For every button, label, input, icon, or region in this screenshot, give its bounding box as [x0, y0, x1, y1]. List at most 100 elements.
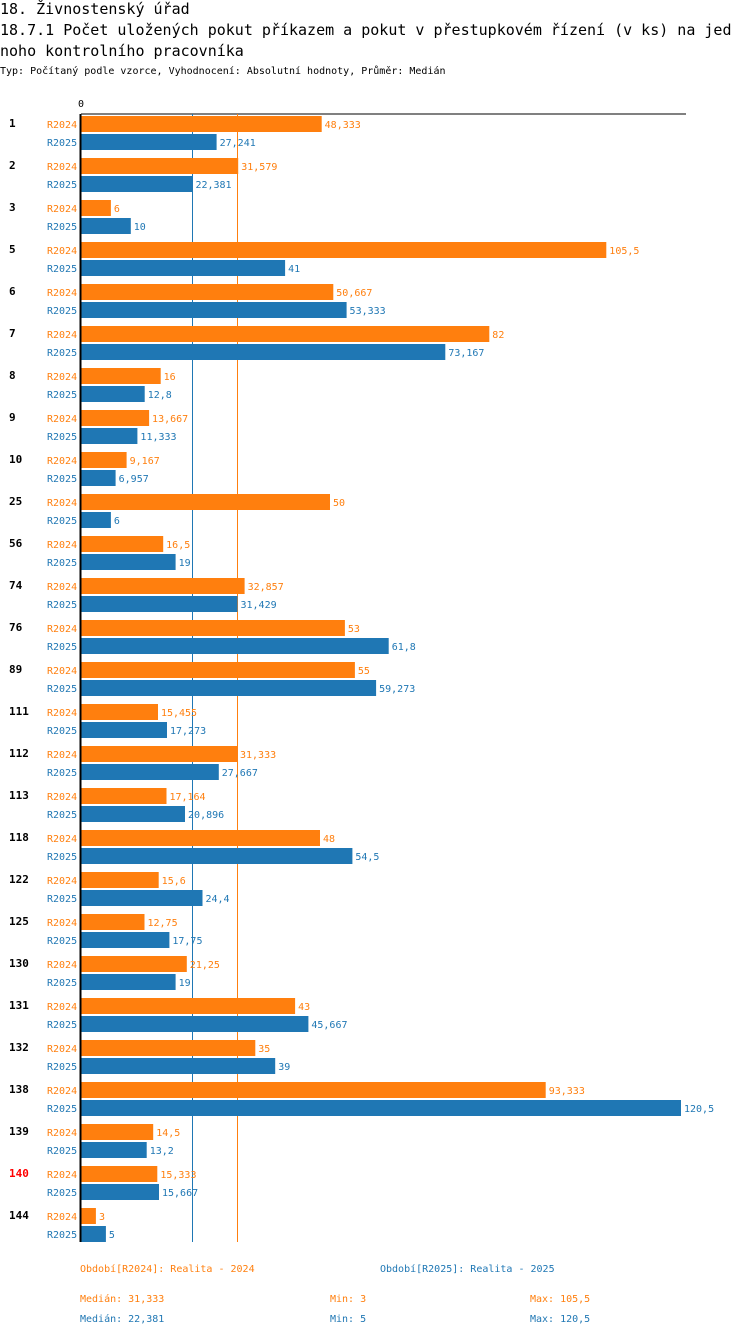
value-label-r2024: 35 — [258, 1044, 270, 1055]
series-label-r2024: R2024 — [47, 666, 77, 677]
bar-r2024-9 — [81, 410, 150, 426]
bar-r2025-138 — [81, 1100, 681, 1116]
series-label-r2024: R2024 — [47, 792, 77, 803]
bar-r2024-76 — [81, 620, 345, 636]
value-label-r2024: 16 — [164, 372, 176, 383]
value-label-r2024: 32,857 — [248, 582, 284, 593]
series-label-r2024: R2024 — [47, 288, 77, 299]
bar-r2024-10 — [81, 452, 127, 468]
series-label-r2024: R2024 — [47, 960, 77, 971]
value-label-r2025: 5 — [109, 1230, 115, 1241]
bar-r2025-89 — [81, 680, 377, 696]
category-label: 132 — [9, 1041, 29, 1054]
series-label-r2025: R2025 — [47, 390, 77, 401]
bar-r2024-131 — [81, 998, 296, 1014]
value-label-r2025: 27,667 — [222, 768, 258, 779]
category-label: 3 — [9, 201, 16, 214]
series-label-r2024: R2024 — [47, 330, 77, 341]
bar-r2025-3 — [81, 218, 131, 234]
bar-r2025-112 — [81, 764, 219, 780]
value-label-r2024: 53 — [348, 624, 360, 635]
bar-r2025-122 — [81, 890, 203, 906]
series-label-r2025: R2025 — [47, 768, 77, 779]
bar-r2024-7 — [81, 326, 490, 342]
series-label-r2024: R2024 — [47, 876, 77, 887]
series-label-r2025: R2025 — [47, 306, 77, 317]
bar-r2024-138 — [81, 1082, 546, 1098]
value-label-r2025: 24,4 — [205, 894, 229, 905]
value-label-r2024: 55 — [358, 666, 370, 677]
bar-r2024-132 — [81, 1040, 256, 1056]
value-label-r2024: 105,5 — [609, 246, 639, 257]
bar-r2025-125 — [81, 932, 170, 948]
value-label-r2025: 59,273 — [379, 684, 415, 695]
category-label: 144 — [9, 1209, 29, 1222]
bar-r2024-140 — [81, 1166, 158, 1182]
series-label-r2024: R2024 — [47, 498, 77, 509]
series-label-r2025: R2025 — [47, 1188, 77, 1199]
value-label-r2025: 31,429 — [240, 600, 276, 611]
category-label: 113 — [9, 789, 29, 802]
series-label-r2025: R2025 — [47, 516, 77, 527]
stat-max-r2025: Max: 120,5 — [530, 1314, 591, 1325]
bar-r2024-122 — [81, 872, 159, 888]
bar-r2024-74 — [81, 578, 245, 594]
value-label-r2025: 53,333 — [350, 306, 386, 317]
series-label-r2025: R2025 — [47, 1146, 77, 1157]
stat-median-r2024: Medián: 31,333 — [80, 1294, 165, 1305]
series-label-r2024: R2024 — [47, 750, 77, 761]
value-label-r2024: 48 — [323, 834, 335, 845]
series-label-r2024: R2024 — [47, 1086, 77, 1097]
value-label-r2024: 3 — [99, 1212, 105, 1223]
category-label: 118 — [9, 831, 29, 844]
stat-max-r2024: Max: 105,5 — [530, 1294, 591, 1305]
category-label: 10 — [9, 453, 22, 466]
series-label-r2024: R2024 — [47, 1128, 77, 1139]
value-label-r2025: 10 — [134, 222, 146, 233]
bar-r2025-9 — [81, 428, 138, 444]
category-label: 111 — [9, 705, 29, 718]
bar-r2025-140 — [81, 1184, 159, 1200]
bar-r2025-6 — [81, 302, 347, 318]
chart-title: 18.7.1 Počet uložených pokut příkazem a … — [0, 21, 732, 60]
value-label-r2024: 13,667 — [152, 414, 188, 425]
bar-r2025-1 — [81, 134, 217, 150]
series-label-r2025: R2025 — [47, 138, 77, 149]
series-label-r2025: R2025 — [47, 1230, 77, 1241]
series-label-r2025: R2025 — [47, 684, 77, 695]
axis-zero-label: 0 — [78, 99, 84, 110]
value-label-r2025: 12,8 — [148, 390, 172, 401]
series-label-r2025: R2025 — [47, 1104, 77, 1115]
value-label-r2024: 50 — [333, 498, 345, 509]
category-label: 76 — [9, 621, 23, 634]
bar-r2025-118 — [81, 848, 353, 864]
series-label-r2024: R2024 — [47, 372, 77, 383]
category-label: 125 — [9, 915, 29, 928]
series-label-r2024: R2024 — [47, 1170, 77, 1181]
value-label-r2025: 15,667 — [162, 1188, 198, 1199]
stat-min-r2024: Min: 3 — [330, 1294, 367, 1305]
bar-r2024-144 — [81, 1208, 96, 1224]
value-label-r2025: 17,273 — [170, 726, 206, 737]
bar-r2025-5 — [81, 260, 286, 276]
bar-r2024-113 — [81, 788, 167, 804]
bar-r2024-8 — [81, 368, 161, 384]
series-label-r2024: R2024 — [47, 120, 77, 131]
value-label-r2024: 31,579 — [241, 162, 277, 173]
value-label-r2024: 43 — [298, 1002, 310, 1013]
bar-r2025-74 — [81, 596, 238, 612]
series-label-r2024: R2024 — [47, 918, 77, 929]
value-label-r2024: 12,75 — [147, 918, 177, 929]
legend-r2024: Období[R2024]: Realita - 2024 — [80, 1264, 255, 1275]
series-label-r2025: R2025 — [47, 978, 77, 989]
series-label-r2025: R2025 — [47, 726, 77, 737]
value-label-r2025: 61,8 — [392, 642, 416, 653]
value-label-r2025: 19 — [179, 558, 191, 569]
series-label-r2024: R2024 — [47, 708, 77, 719]
legend-r2025: Období[R2025]: Realita - 2025 — [380, 1264, 555, 1275]
bar-r2024-2 — [81, 158, 239, 174]
bar-r2025-56 — [81, 554, 176, 570]
series-label-r2024: R2024 — [47, 624, 77, 635]
value-label-r2024: 48,333 — [325, 120, 361, 131]
